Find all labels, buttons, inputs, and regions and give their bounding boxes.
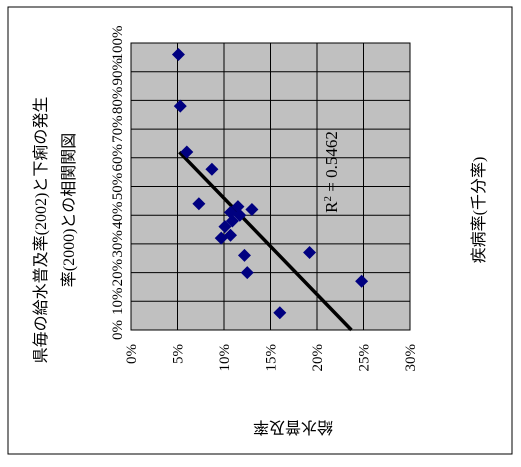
x-axis-label: 給水普及率 xyxy=(253,418,333,436)
r-squared-label: R2 = 0.5462 xyxy=(322,131,341,213)
data-point xyxy=(214,231,228,245)
data-point xyxy=(192,197,206,211)
chart-title-line-2: 率(2000)との相関関図 xyxy=(60,133,78,288)
x-tick-label: 50% xyxy=(110,173,126,201)
x-tick-label: 0% xyxy=(110,320,126,340)
data-point xyxy=(171,47,185,61)
x-tick-label: 40% xyxy=(110,201,126,229)
trendline xyxy=(178,150,353,332)
x-tick-label: 30% xyxy=(110,230,126,258)
x-tick-label: 20% xyxy=(110,259,126,287)
data-point xyxy=(245,202,259,216)
plot-area: R2 = 0.5462 xyxy=(130,42,411,332)
y-tick-label: 20% xyxy=(310,344,326,372)
x-tick-label: 60% xyxy=(110,144,126,172)
y-tick-label: 0% xyxy=(124,344,140,364)
data-point xyxy=(180,145,194,159)
x-tick-label: 10% xyxy=(110,288,126,316)
y-axis-ticks: 0% 5% 10% 15% 20% 25% 30% xyxy=(124,344,419,372)
data-point xyxy=(273,306,287,320)
data-point xyxy=(240,266,254,280)
data-point xyxy=(355,274,369,288)
x-axis-ticks: 0% 10%20%30%40%50%60%70%80%90%100% xyxy=(110,26,126,341)
y-tick-label: 25% xyxy=(357,344,373,372)
x-tick-label: 80% xyxy=(110,87,126,115)
x-tick-label: 90% xyxy=(110,58,126,86)
y-axis-label: 疾病率(千分率) xyxy=(470,157,488,264)
data-point xyxy=(205,162,219,176)
x-tick-label: 100% xyxy=(110,26,126,61)
y-tick-label: 15% xyxy=(264,344,280,372)
data-point xyxy=(173,99,187,113)
chart-title-line-1: 県毎の給水普及率(2002)と下痢の発生 xyxy=(32,97,50,364)
y-tick-label: 5% xyxy=(171,344,187,364)
data-point xyxy=(303,246,317,260)
data-point xyxy=(218,220,232,234)
data-point xyxy=(225,214,239,228)
data-point xyxy=(237,248,251,262)
x-tick-label: 70% xyxy=(110,115,126,143)
y-tick-label: 30% xyxy=(403,344,419,372)
data-point xyxy=(231,200,245,214)
data-point xyxy=(233,208,247,222)
y-tick-label: 10% xyxy=(217,344,233,372)
